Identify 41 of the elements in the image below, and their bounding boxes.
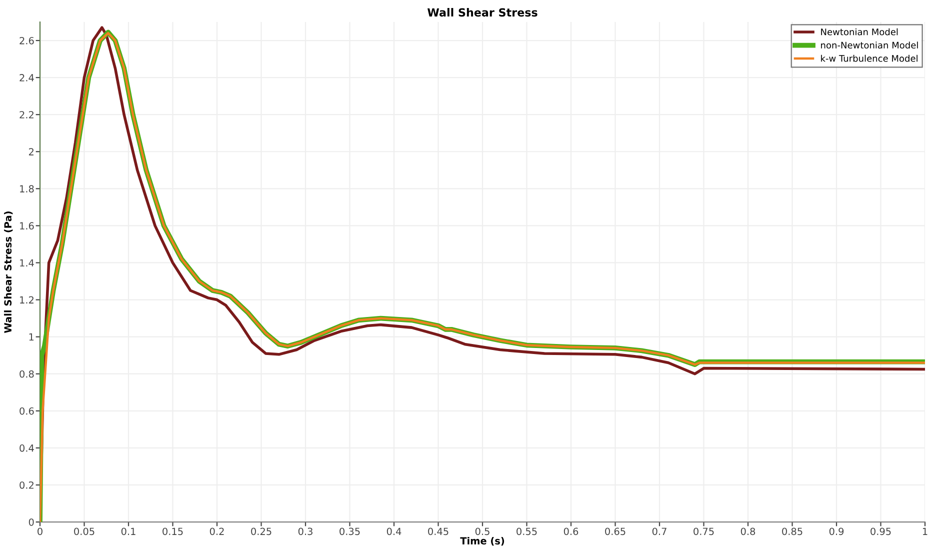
x-tick-label: 0.55 bbox=[516, 528, 537, 536]
x-tick-label: 0 bbox=[38, 528, 42, 536]
y-tick-label: 0 bbox=[28, 518, 34, 526]
x-tick-label: 0.6 bbox=[564, 528, 578, 536]
x-tick-label: 0.65 bbox=[605, 528, 626, 536]
x-tick-label: 0.5 bbox=[475, 528, 490, 536]
x-tick-label: 1 bbox=[922, 528, 928, 535]
x-tick-label: 0.25 bbox=[251, 528, 272, 536]
x-tick-label: 0.95 bbox=[870, 528, 891, 536]
y-tick-label: 2.2 bbox=[20, 111, 34, 118]
x-tick-label: 0.9 bbox=[829, 528, 844, 536]
y-tick-label: 0.2 bbox=[20, 481, 34, 489]
x-tick-label: 0.85 bbox=[782, 528, 802, 536]
y-tick-label: 0.6 bbox=[20, 407, 34, 415]
x-tick-label: 0.35 bbox=[340, 528, 360, 536]
x-tick-label: 0.1 bbox=[121, 528, 136, 536]
legend-label: non-Newtonian Model bbox=[821, 42, 918, 49]
y-tick-label: 2.4 bbox=[20, 74, 34, 82]
y-tick-label: 2 bbox=[28, 148, 34, 156]
legend-label: Newtonian Model bbox=[821, 28, 898, 36]
x-tick-label: 0.2 bbox=[210, 528, 224, 536]
x-axis-title: Time (s) bbox=[460, 536, 504, 546]
y-tick-label: 1.2 bbox=[20, 296, 34, 304]
x-tick-label: 0.4 bbox=[386, 528, 402, 536]
legend-label: k-w Turbulence Model bbox=[821, 54, 918, 62]
y-tick-label: 0.4 bbox=[20, 444, 34, 452]
x-tick-label: 0.7 bbox=[652, 528, 666, 536]
y-tick-label: 1.4 bbox=[20, 259, 34, 266]
y-axis-title: Wall Shear Stress (Pa) bbox=[4, 212, 13, 333]
x-tick-label: 0.45 bbox=[428, 528, 448, 536]
x-tick-label: 0.75 bbox=[694, 528, 714, 536]
y-tick-label: 1.8 bbox=[20, 185, 34, 192]
x-tick-label: 0.3 bbox=[298, 528, 312, 536]
x-tick-label: 0.15 bbox=[162, 528, 183, 536]
y-tick-label: 1 bbox=[29, 333, 34, 341]
x-tick-label: 0.8 bbox=[740, 528, 756, 536]
y-tick-label: 1.6 bbox=[20, 222, 34, 230]
y-tick-label: 2.6 bbox=[20, 36, 34, 44]
chart-title: Wall Shear Stress bbox=[427, 8, 538, 17]
x-tick-label: 0.05 bbox=[74, 528, 94, 536]
y-tick-label: 0.8 bbox=[20, 370, 34, 378]
